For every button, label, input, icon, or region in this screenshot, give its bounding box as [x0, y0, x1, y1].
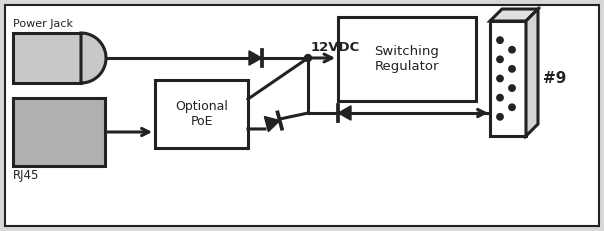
Bar [13, 33, 81, 83]
Bar [490, 21, 526, 136]
Circle shape [497, 37, 503, 43]
Text: Power Jack: Power Jack [13, 19, 73, 29]
Circle shape [509, 66, 515, 72]
Text: 12VDC: 12VDC [311, 41, 360, 54]
Text: RJ45: RJ45 [13, 169, 39, 182]
Polygon shape [81, 33, 106, 83]
Polygon shape [526, 9, 538, 136]
Bar [338, 17, 476, 101]
Text: #9: #9 [543, 71, 567, 86]
Text: Optional
PoE: Optional PoE [175, 100, 228, 128]
Circle shape [509, 104, 515, 110]
Circle shape [509, 47, 515, 53]
Text: Switching
Regulator: Switching Regulator [374, 45, 440, 73]
Polygon shape [338, 106, 351, 120]
Circle shape [497, 114, 503, 120]
Polygon shape [265, 116, 280, 132]
Bar [13, 98, 105, 166]
Polygon shape [249, 51, 262, 65]
Polygon shape [490, 9, 538, 21]
Circle shape [497, 56, 503, 63]
Circle shape [497, 94, 503, 101]
Bar [155, 80, 248, 148]
Circle shape [304, 55, 312, 61]
Circle shape [497, 75, 503, 82]
Circle shape [509, 85, 515, 91]
